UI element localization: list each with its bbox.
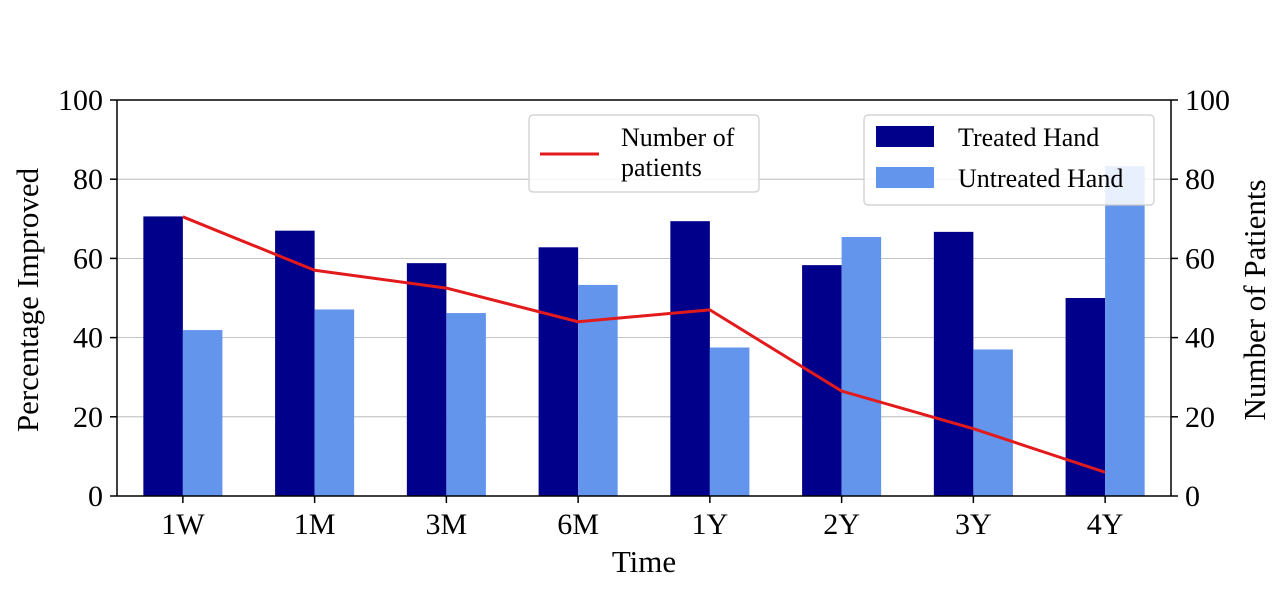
y-tick-label: 20 xyxy=(73,401,103,434)
axes xyxy=(110,99,1178,503)
y2-tick-label: 60 xyxy=(1185,242,1215,275)
patients-line-layer xyxy=(182,215,1106,474)
untreated-bar-3y xyxy=(973,349,1013,496)
x-axis-title: Time xyxy=(612,544,676,579)
x-tick-label-1w: 1W xyxy=(161,508,205,541)
y-tick-label: 80 xyxy=(73,163,103,196)
y2-axis-title: Number of Patients xyxy=(1237,179,1272,420)
patients-line xyxy=(182,215,1106,474)
untreated-bar-1w xyxy=(182,330,223,496)
legend-patients-label-line2: patients xyxy=(621,153,702,182)
legend-treated-swatch xyxy=(876,126,934,147)
untreated-bar-3m xyxy=(446,313,486,496)
treated-bar-1m xyxy=(275,230,315,496)
x-tick-label-4y: 4Y xyxy=(1087,508,1124,541)
y2-tick-label: 80 xyxy=(1185,163,1215,196)
y-tick-label: 60 xyxy=(73,242,103,275)
y-tick-label: 0 xyxy=(88,480,103,513)
legend-untreated-label: Untreated Hand xyxy=(958,164,1123,193)
x-tick-label-3y: 3Y xyxy=(955,508,992,541)
x-tick-label-3m: 3M xyxy=(426,508,468,541)
treated-bar-3m xyxy=(406,263,447,496)
untreated-bar-2y xyxy=(841,237,882,497)
untreated-bar-1y xyxy=(709,347,750,496)
untreated-bar-1m xyxy=(314,309,355,496)
legend-hands-box xyxy=(863,114,1155,206)
y2-tick-label: 40 xyxy=(1185,322,1215,355)
y2-tick-label: 0 xyxy=(1185,480,1200,513)
y2-tick-label: 100 xyxy=(1185,84,1230,117)
treated-bar-1y xyxy=(670,221,710,496)
legend-treated-label: Treated Hand xyxy=(958,123,1099,152)
x-tick-label-2y: 2Y xyxy=(823,508,860,541)
tick-labels: 0 20 40 60 80 100 0 20 40 60 80 100 1W 1M 3M 6M 1Y 2Y 3Y 4Y xyxy=(58,84,1230,541)
y-tick-label: 40 xyxy=(73,322,103,355)
legend-patients-label-line1: Number of xyxy=(621,123,735,152)
legend-patients: Number of patients xyxy=(528,114,760,193)
legend-untreated-swatch xyxy=(876,167,934,188)
bars xyxy=(143,166,1145,497)
legend-patients-box xyxy=(528,114,760,193)
treated-bar-4y xyxy=(1065,298,1106,496)
x-tick-label-1y: 1Y xyxy=(692,508,729,541)
y-tick-label: 100 xyxy=(58,84,103,117)
untreated-bar-6m xyxy=(578,284,618,496)
y2-tick-label: 20 xyxy=(1185,401,1215,434)
treated-bar-6m xyxy=(538,247,579,496)
legend-hands: Treated Hand Untreated Hand xyxy=(863,114,1155,206)
y-axis-title: Percentage Improved xyxy=(10,167,45,432)
treated-bar-3y xyxy=(933,231,974,497)
treated-bar-1w xyxy=(143,216,183,496)
untreated-bar-4y xyxy=(1105,166,1145,496)
x-tick-label-6m: 6M xyxy=(557,508,599,541)
x-tick-label-1m: 1M xyxy=(294,508,336,541)
